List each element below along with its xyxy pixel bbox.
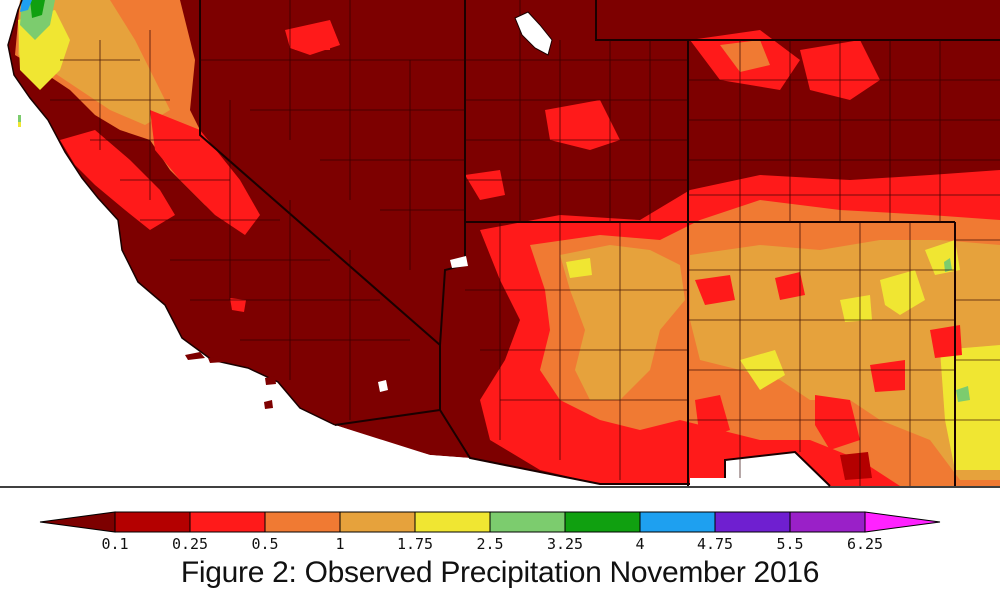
precip-norcal-teal — [30, 0, 45, 18]
legend-tick-label: 4.75 — [697, 535, 733, 553]
legend-tick-label: 3.25 — [547, 535, 583, 553]
precip-nm-dark-spot — [840, 452, 872, 480]
precip-utah-center-red — [545, 100, 620, 150]
precip-nm-green-2 — [956, 386, 970, 402]
legend-bin — [114, 511, 191, 533]
legend-bin — [414, 511, 491, 533]
mexico-area — [300, 425, 690, 488]
precip-nm-red-spot-5 — [815, 395, 860, 450]
legend-tick-label: 0.5 — [251, 535, 278, 553]
precip-utah-red — [465, 170, 505, 200]
ca-nv-border — [199, 0, 441, 346]
county-lines-ca — [50, 30, 410, 420]
county-lines-az — [465, 222, 688, 480]
legend-tick-label: 0.1 — [101, 535, 128, 553]
channel-island-1 — [185, 352, 205, 360]
az-mx-border — [439, 345, 690, 485]
precip-norcal-blue — [20, 0, 32, 12]
ca-mx-border — [334, 409, 441, 426]
precip-az-yellow-1 — [566, 258, 592, 278]
legend-tick-label: 2.5 — [476, 535, 503, 553]
precipitation-map — [0, 0, 1000, 488]
legend-tick-label: 4 — [635, 535, 644, 553]
legend-bin — [714, 511, 791, 533]
nm-mx-border — [724, 450, 831, 487]
precip-nm-red-spot-1 — [695, 275, 735, 305]
legend-tick-label: 1.75 — [397, 535, 433, 553]
salton-sea — [378, 380, 388, 392]
legend-bin — [339, 511, 416, 533]
legend-bin-low-triangle — [39, 511, 116, 533]
legend-tick-label: 1 — [335, 535, 344, 553]
stray-coastal-speck-2 — [18, 122, 21, 127]
precip-nm-yellow-5 — [840, 295, 872, 322]
precip-colorado-n-orange — [720, 40, 770, 72]
precip-sierra-red — [150, 110, 260, 235]
precip-az-red-border — [695, 395, 730, 440]
legend-bin — [789, 511, 866, 533]
legend-bin-high-triangle — [864, 511, 941, 533]
precip-nm-red-spot-2 — [775, 272, 805, 300]
figure-caption: Figure 2: Observed Precipitation Novembe… — [180, 556, 820, 589]
legend-colorbar: 0.1 0.25 0.5 1 1.75 2.5 3.25 4 4.75 5.5 6.25 — [39, 511, 941, 553]
legend-tick-label: 6.25 — [847, 535, 883, 553]
precip-colorado-nw-red — [290, 30, 330, 50]
legend-bin — [564, 511, 641, 533]
great-salt-lake — [514, 11, 553, 56]
county-lines-nm — [688, 222, 1000, 486]
channel-island-4 — [264, 400, 273, 409]
county-lines-nv — [200, 0, 465, 270]
legend-bin — [189, 511, 266, 533]
legend-bin — [639, 511, 716, 533]
county-lines-co — [688, 40, 1000, 222]
lake-mead — [450, 256, 468, 268]
precip-nm-yellow-1 — [880, 270, 925, 315]
wy-co-border — [595, 0, 1000, 41]
precip-nm-green-1 — [944, 258, 952, 272]
precip-nm-red-spot-4 — [930, 325, 962, 358]
precip-socal-red — [230, 298, 246, 312]
county-boundaries — [50, 0, 1000, 486]
precip-az-tan — [560, 245, 685, 400]
legend-bin — [489, 511, 566, 533]
county-lines-ut — [465, 0, 688, 222]
precip-nm-red-spot-3 — [870, 360, 905, 392]
coastline — [7, 0, 336, 426]
legend-tick-label: 5.5 — [776, 535, 803, 553]
stray-coastal-speck — [18, 115, 21, 127]
channel-island-2 — [208, 356, 224, 363]
legend-tick-label: 0.25 — [172, 535, 208, 553]
precip-norcal-green — [20, 0, 55, 40]
legend-bins — [39, 511, 941, 533]
channel-island-3 — [265, 376, 276, 385]
legend-bin — [264, 511, 341, 533]
legend-tick-labels: 0.1 0.25 0.5 1 1.75 2.5 3.25 4 4.75 5.5 6.25 — [101, 535, 883, 553]
precip-coast-red — [60, 130, 175, 230]
